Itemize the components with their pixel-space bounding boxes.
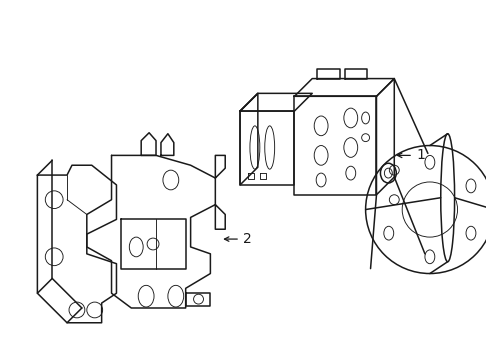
Text: 1: 1 (415, 148, 424, 162)
Text: 2: 2 (243, 232, 251, 246)
